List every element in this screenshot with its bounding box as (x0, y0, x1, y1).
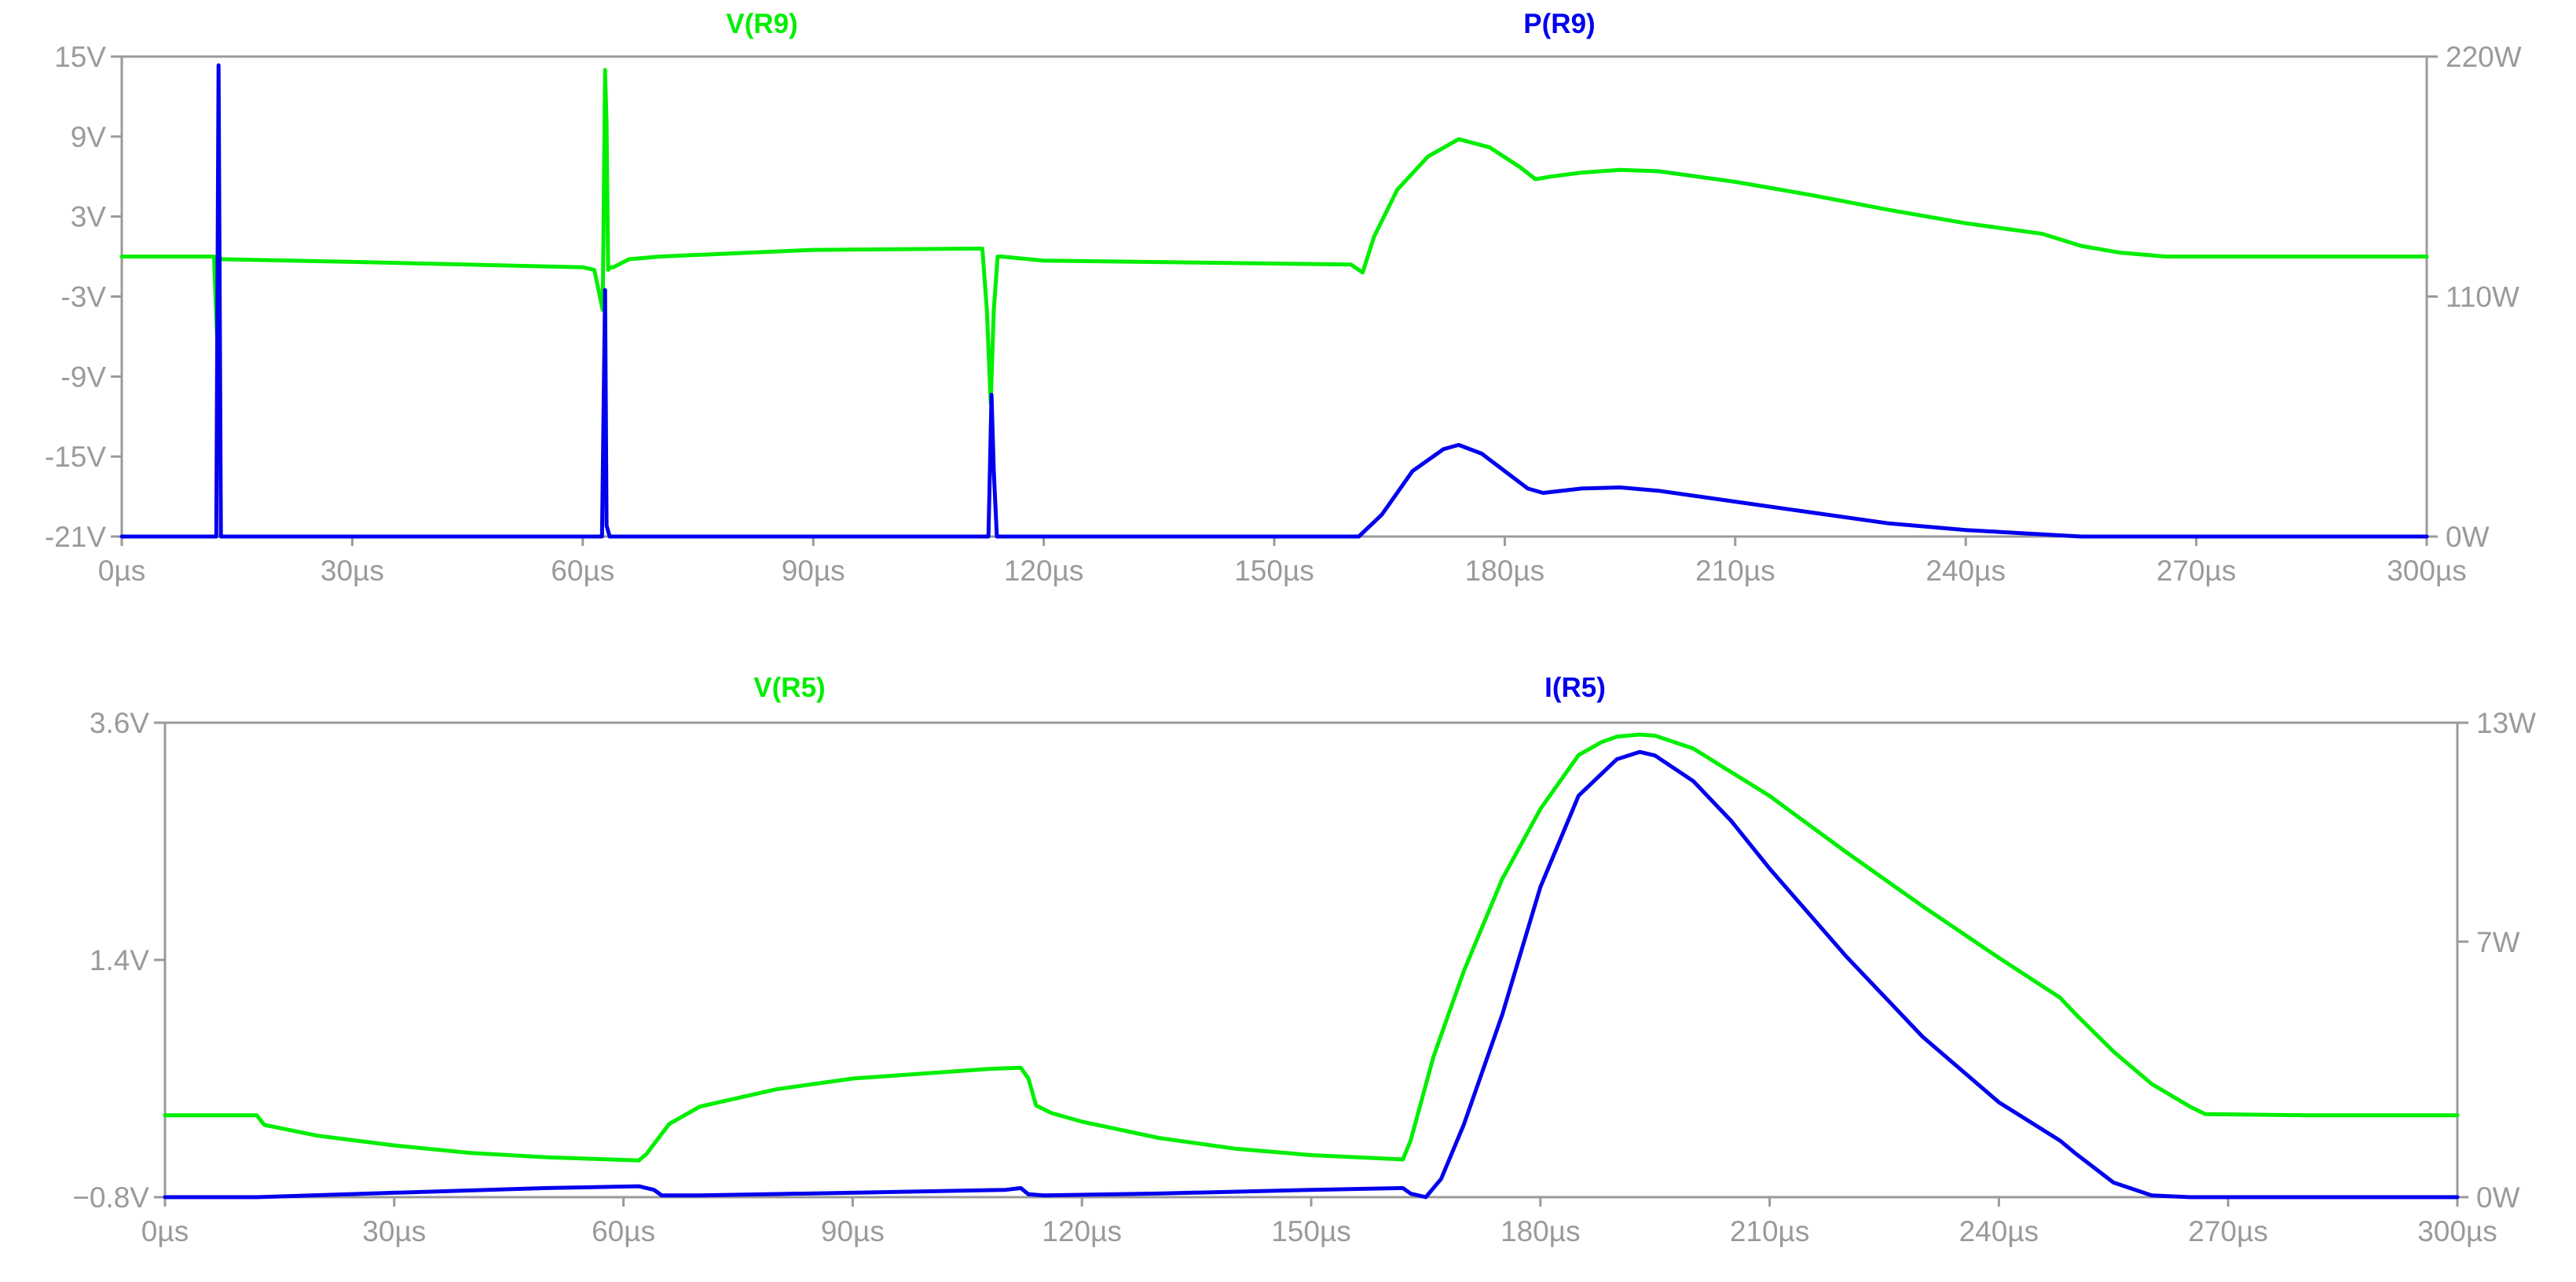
x-tick-label: 120µs (1042, 1215, 1122, 1247)
x-tick-label: 0µs (98, 555, 145, 587)
x-tick-label: 150µs (1234, 555, 1314, 587)
plot-frame (120, 55, 2428, 538)
left-y-tick-label: -21V (45, 521, 106, 553)
x-tick-label: 90µs (782, 555, 845, 587)
right-y-tick-label: 110W (2446, 281, 2519, 313)
series-line-i-r5 (163, 749, 2460, 1200)
x-tick-label: 150µs (1271, 1215, 1351, 1247)
trace-label-v-r9: V(R9) (726, 9, 797, 39)
left-y-tick-label: 3.6V (90, 707, 149, 739)
left-y-tick-label: -9V (60, 361, 106, 393)
x-tick-label: 120µs (1004, 555, 1084, 587)
right-y-tick-label: 0W (2446, 521, 2490, 553)
left-y-tick-label: 3V (71, 201, 107, 233)
trace-label-i-r5: I(R5) (1545, 672, 1606, 703)
x-tick-label: 240µs (1926, 555, 2006, 587)
x-tick-label: 180µs (1501, 1215, 1581, 1247)
left-y-tick-label: 15V (54, 41, 106, 73)
x-tick-label: 0µs (141, 1215, 189, 1247)
x-tick-label: 210µs (1695, 555, 1775, 587)
x-tick-label: 270µs (2156, 555, 2237, 587)
x-tick-label: 30µs (321, 555, 384, 587)
x-tick-label: 90µs (821, 1215, 885, 1247)
right-y-tick-label: 220W (2446, 41, 2522, 73)
left-y-tick-label: 9V (71, 121, 107, 153)
trace-label-v-r5: V(R5) (753, 672, 825, 703)
x-tick-label: 60µs (551, 555, 614, 587)
left-y-tick-label: −0.8V (72, 1181, 149, 1214)
top-plot-panel: 0µs 30µs 60µs 90µs 120µs 150µs 180µs 210µs 240µs… (45, 9, 2522, 587)
right-y-tick-label: 7W (2476, 926, 2520, 958)
x-tick-label: 30µs (362, 1215, 426, 1247)
series-line-p-r9 (119, 63, 2429, 539)
x-tick-label: 300µs (2387, 555, 2467, 587)
left-y-tick-label: -15V (45, 441, 106, 473)
right-y-tick-label: 0W (2476, 1181, 2520, 1214)
x-tick-label: 210µs (1730, 1215, 1810, 1247)
plot-frame (163, 721, 2459, 1199)
x-tick-label: 60µs (592, 1215, 655, 1247)
left-y-tick-label: -3V (60, 281, 106, 313)
series-line-v-r5 (163, 732, 2460, 1163)
x-tick-label: 180µs (1465, 555, 1545, 587)
left-y-tick-label: 1.4V (90, 944, 149, 976)
right-y-tick-label: 13W (2476, 707, 2536, 739)
series-line-v-r9 (119, 68, 2429, 405)
trace-label-p-r9: P(R9) (1523, 9, 1595, 39)
x-tick-label: 240µs (1959, 1215, 2039, 1247)
x-tick-label: 270µs (2188, 1215, 2268, 1247)
bottom-plot-panel: 0µs 30µs 60µs 90µs 120µs 150µs 180µs 210µs 240µs… (72, 672, 2536, 1247)
x-tick-label: 300µs (2417, 1215, 2497, 1247)
